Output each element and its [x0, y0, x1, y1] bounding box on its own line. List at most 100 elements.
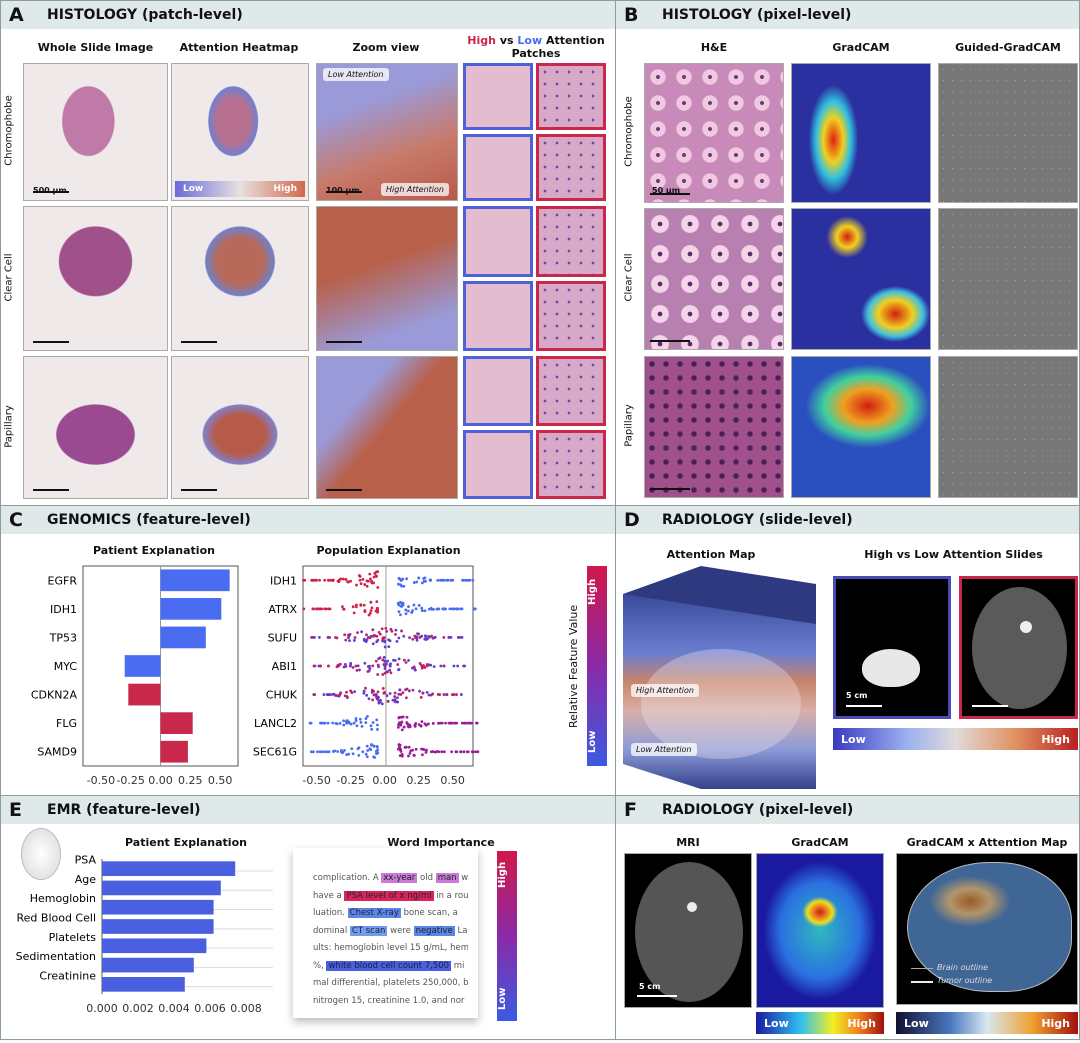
data-point	[335, 665, 339, 669]
data-point	[364, 640, 368, 644]
data-point	[423, 666, 427, 669]
data-point	[346, 580, 349, 584]
note-text: luation.	[313, 908, 348, 918]
data-point	[386, 659, 389, 663]
data-point	[422, 577, 425, 580]
data-point	[462, 750, 466, 754]
data-point	[463, 664, 467, 668]
panel-title: GENOMICS (feature-level)	[47, 512, 251, 528]
data-point	[475, 721, 478, 725]
data-point	[419, 695, 423, 699]
data-point	[366, 749, 370, 752]
data-point	[375, 697, 379, 701]
data-point	[383, 690, 386, 694]
data-point	[451, 578, 455, 582]
scale-bar	[181, 341, 217, 343]
data-point	[351, 605, 355, 609]
data-point	[327, 693, 331, 696]
data-point	[405, 722, 409, 725]
data-point	[351, 666, 355, 669]
highlighted-phrase: man	[435, 873, 459, 883]
data-point	[471, 750, 475, 754]
high-attention-patch	[536, 280, 606, 351]
data-point	[401, 603, 405, 607]
category-label: SEC61G	[253, 746, 297, 759]
category-label: Sedimentation	[16, 950, 96, 963]
colorbar-high-label: High	[847, 1016, 876, 1030]
data-point	[374, 693, 378, 697]
scale-bar	[650, 340, 690, 342]
data-point	[420, 609, 424, 613]
high-attention-label: High Attention	[631, 684, 699, 697]
bar	[128, 683, 161, 706]
data-point	[418, 689, 421, 693]
data-point	[360, 630, 363, 634]
data-point	[428, 578, 432, 582]
tumor-outline-legend: Tumor outline	[937, 976, 993, 985]
data-point	[465, 721, 468, 725]
data-point	[456, 664, 460, 668]
category-label: FLG	[56, 717, 77, 730]
scale-bar	[326, 191, 362, 193]
data-point	[336, 579, 340, 583]
panel-letter: F	[624, 799, 637, 821]
scale-bar	[33, 191, 69, 193]
data-point	[413, 668, 417, 672]
column-title: Guided-GradCAM	[955, 41, 1061, 54]
data-point	[404, 688, 407, 692]
data-point	[433, 636, 437, 640]
data-point	[356, 664, 360, 668]
colorbar-high-label: High	[1041, 1016, 1070, 1030]
category-label: SAMD9	[37, 746, 77, 759]
data-point	[412, 754, 416, 757]
note-line: ults: hemoglobin level 15 g/mL, hemato	[313, 940, 468, 958]
high-attention-slide	[959, 576, 1078, 719]
data-point	[343, 749, 346, 752]
data-point	[360, 724, 364, 728]
bar	[102, 977, 185, 992]
attention-cube	[623, 566, 816, 789]
data-point	[323, 721, 327, 725]
data-point	[397, 716, 401, 719]
data-point	[365, 693, 369, 697]
data-point	[346, 633, 350, 637]
guided-gradcam-image	[938, 63, 1078, 203]
data-point	[460, 607, 464, 611]
data-point	[427, 693, 431, 697]
column-title: GradCAM x Attention Map	[906, 836, 1068, 849]
row-label: Chromophobe	[3, 95, 15, 166]
data-point	[328, 607, 332, 611]
data-point	[365, 744, 369, 748]
data-point	[422, 579, 426, 583]
he-image	[644, 63, 784, 203]
data-point	[368, 636, 372, 640]
data-point	[402, 725, 406, 729]
data-point	[358, 668, 361, 672]
data-point	[404, 745, 408, 749]
data-point	[402, 658, 406, 662]
data-point	[369, 600, 373, 604]
data-point	[349, 579, 352, 583]
data-point	[342, 607, 346, 611]
data-point	[349, 689, 353, 693]
slides-title: High vs Low Attention Slides	[864, 548, 1043, 561]
data-point	[365, 755, 369, 759]
gradcam-image	[791, 208, 931, 350]
data-point	[343, 694, 347, 698]
data-point	[438, 721, 442, 725]
column-title: H&E	[700, 41, 728, 54]
scale-label: 500 µm	[33, 186, 67, 195]
highlighted-phrase: negative	[413, 925, 455, 936]
data-point	[439, 664, 443, 668]
category-label: Platelets	[49, 931, 97, 944]
data-point	[399, 723, 403, 727]
data-point	[303, 578, 307, 582]
colorbar-low-label: Low	[841, 732, 866, 746]
data-point	[377, 665, 381, 669]
panel-header: B HISTOLOGY (pixel-level)	[616, 1, 1079, 29]
panel-letter: B	[624, 4, 639, 26]
data-point	[379, 699, 383, 702]
data-point	[375, 752, 378, 756]
high-attention-patch	[536, 206, 606, 277]
data-point	[396, 696, 399, 700]
